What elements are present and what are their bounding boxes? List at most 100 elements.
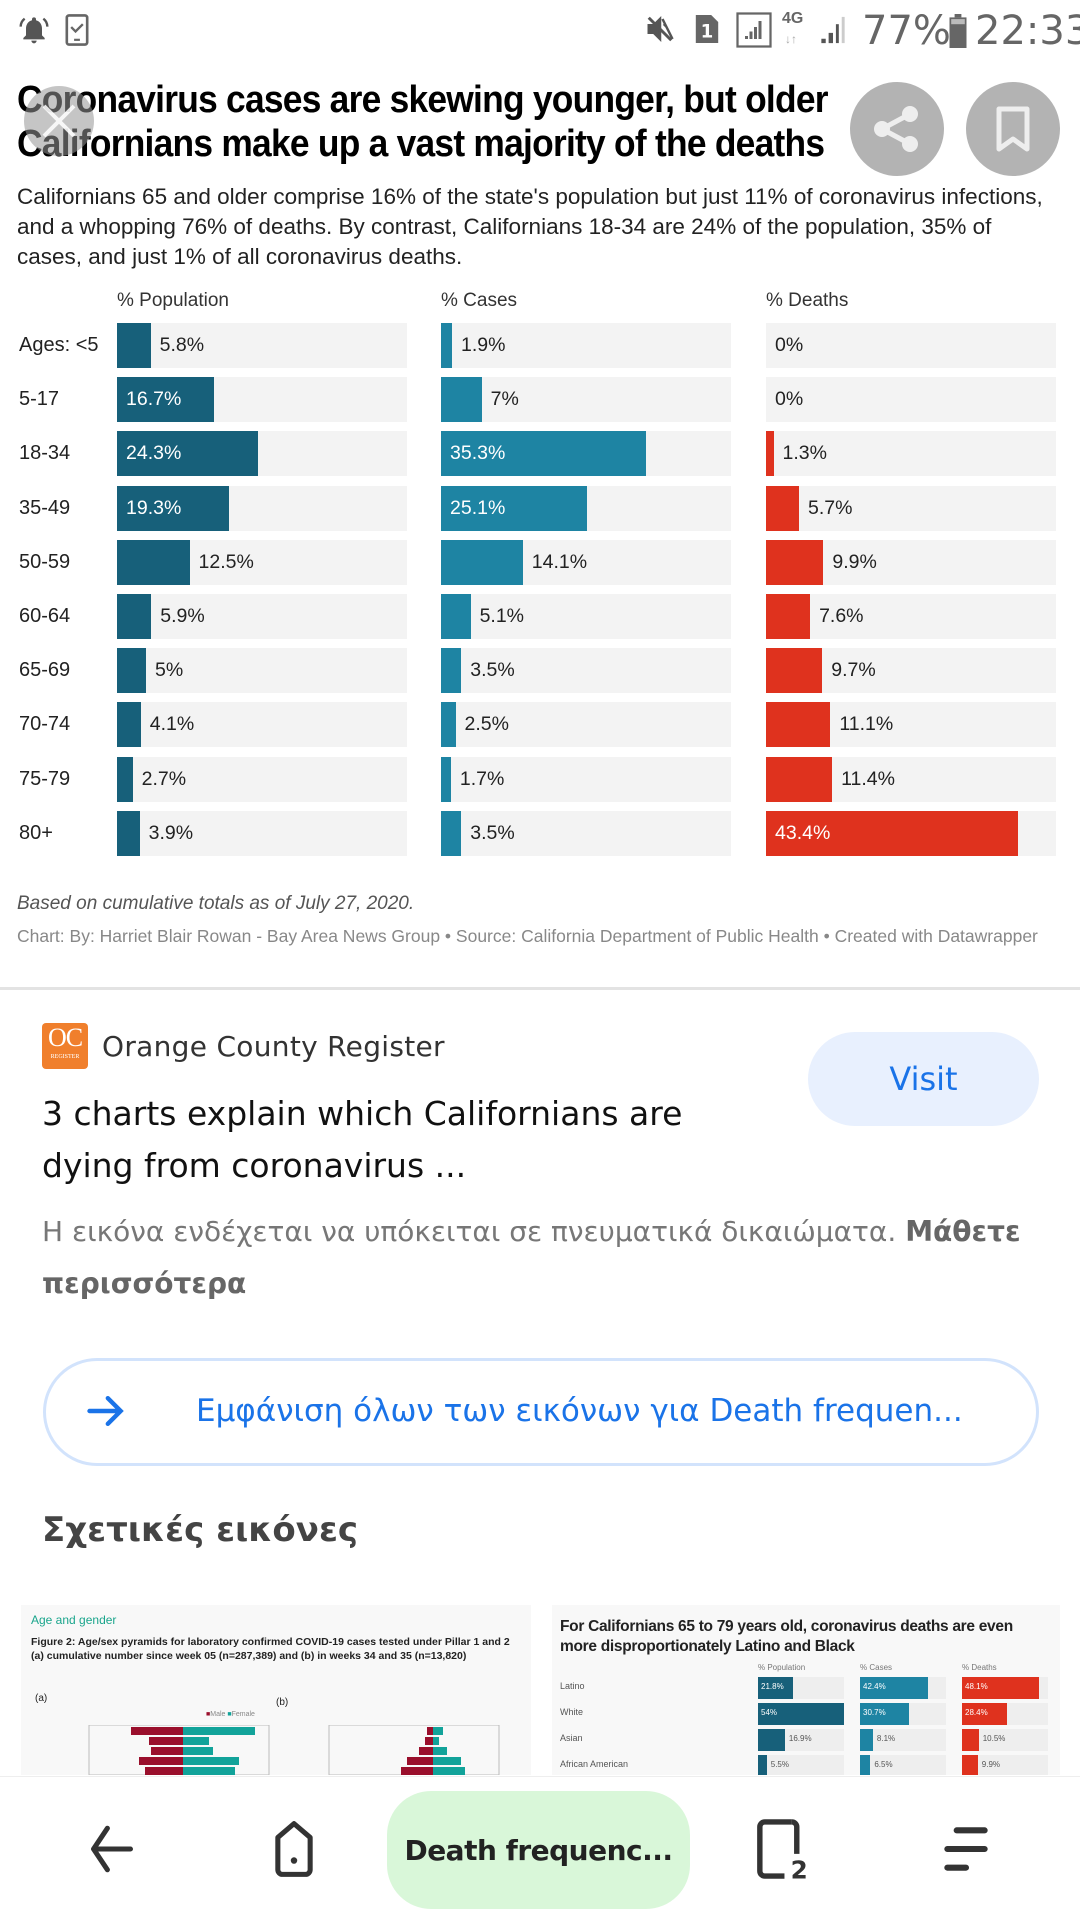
bar-value-label: 7% — [490, 388, 519, 411]
bar-track: 7.6% — [766, 594, 1056, 639]
bar-track: 2.7% — [117, 756, 407, 802]
chart-footnote: Based on cumulative totals as of July 27… — [17, 893, 415, 914]
bar — [441, 377, 482, 423]
bar-value-label: 4.1% — [149, 713, 195, 736]
source-logo: OC REGISTER — [42, 1023, 88, 1069]
row-label: 80+ — [19, 821, 53, 844]
column-header: % Deaths — [766, 290, 849, 311]
bar — [441, 431, 646, 477]
bar-value-label: 5.8% — [159, 334, 205, 356]
bar — [117, 431, 258, 477]
pyramid-bar-female — [183, 1737, 209, 1745]
source-name[interactable]: Orange County Register — [102, 1030, 445, 1063]
bar-value-label: 2.5% — [464, 713, 509, 736]
bar — [766, 756, 833, 802]
bar-track: 3.5% — [441, 648, 731, 694]
close-icon — [42, 104, 76, 138]
bar-value-label: 16.7% — [126, 388, 182, 411]
thumb-bar-track: 42.4% — [860, 1677, 946, 1699]
thumb-bar — [962, 1677, 1039, 1699]
signal-icon — [736, 12, 772, 48]
menu-icon[interactable] — [938, 1823, 994, 1875]
bar-track: 5% — [117, 648, 407, 694]
bar-value-label: 43.4% — [775, 821, 831, 844]
row-label: Ages: <5 — [19, 334, 99, 356]
thumb-bar-track: 8.1% — [860, 1729, 946, 1751]
bar-track: 14.1% — [441, 539, 731, 585]
related-image-age-gender[interactable]: Age and gender Figure 2: Age/sex pyramid… — [21, 1605, 531, 1775]
pyramid-bar-female — [433, 1747, 447, 1755]
column-header: % Population — [117, 290, 229, 311]
row-label: 18-34 — [19, 442, 71, 465]
thumb-bar — [860, 1677, 928, 1699]
bar — [441, 756, 451, 802]
bar — [766, 648, 823, 694]
bar-track: 9.9% — [766, 539, 1056, 585]
pyramid-bar-female — [433, 1757, 461, 1765]
bookmark-button[interactable] — [966, 82, 1060, 176]
bar-value-label: 11.4% — [841, 767, 895, 790]
home-icon[interactable] — [266, 1819, 322, 1879]
thumb-col-header: % Deaths — [962, 1663, 997, 1672]
data-arrows-icon: ↓↑ — [785, 32, 797, 46]
bar-track: 5.8% — [117, 323, 407, 368]
pyramid-bar-female — [433, 1727, 443, 1735]
thumb-bar-value: 48.1% — [965, 1682, 988, 1691]
bar-track: 9.7% — [766, 648, 1056, 694]
bar-track: 5.1% — [441, 594, 731, 639]
legend-male: Male — [210, 1711, 226, 1718]
bar-track: 24.3% — [117, 431, 407, 477]
bar-track: 7% — [441, 377, 731, 423]
thumb-bar-value: 42.4% — [863, 1682, 886, 1691]
tabs-button[interactable]: 2 — [752, 1817, 812, 1885]
bar-track: 1.9% — [441, 323, 731, 368]
bar-value-label: 12.5% — [198, 550, 254, 573]
pyramid-bar-female — [183, 1727, 255, 1735]
search-query-pill[interactable]: Death frequenc... — [387, 1791, 690, 1909]
chart-credit: Chart: By: Harriet Blair Rowan - Bay Are… — [17, 926, 1038, 946]
thumb-bar — [860, 1755, 871, 1775]
bar — [441, 485, 587, 531]
bar — [441, 810, 462, 856]
battery-percent: 77% — [862, 8, 951, 54]
bar-track: 5.9% — [117, 594, 407, 639]
thumb-bar-value: 9.9% — [981, 1760, 1000, 1769]
visit-button[interactable]: Visit — [808, 1032, 1039, 1126]
panel-a-label: (a) — [35, 1693, 48, 1704]
row-label: 5-17 — [19, 388, 60, 411]
back-arrow-icon[interactable] — [84, 1819, 140, 1879]
bar-track: 3.5% — [441, 810, 731, 856]
row-label: 70-74 — [19, 713, 71, 736]
thumb-bar — [860, 1729, 873, 1751]
bar — [766, 702, 831, 748]
related-image-ethnicity[interactable]: For Californians 65 to 79 years old, cor… — [552, 1605, 1060, 1775]
copyright-text: Η εικόνα ενδέχεται να υπόκειται σε πνευμ… — [42, 1215, 897, 1248]
thumb-bar-value: 28.4% — [965, 1708, 988, 1717]
bar-value-label: 25.1% — [450, 496, 506, 519]
legend-female: Female — [231, 1711, 255, 1718]
source-page-title[interactable]: 3 charts explain which Californians are … — [42, 1094, 683, 1185]
svg-text:2: 2 — [791, 1856, 808, 1881]
thumb-bar-value: 30.7% — [863, 1708, 886, 1717]
bar — [766, 594, 811, 639]
thumb-row-label: Asian — [560, 1733, 583, 1743]
pyramid-bar-male — [131, 1727, 183, 1735]
thumb-row-label: White — [560, 1707, 584, 1717]
clock: 22:33 — [975, 8, 1080, 54]
bar-value-label: 2.7% — [141, 767, 187, 790]
bar-value-label: 1.3% — [782, 442, 827, 465]
pyramid-bar-male — [419, 1747, 433, 1755]
sim-card-icon: 1 — [695, 15, 719, 43]
bar-value-label: 1.7% — [459, 767, 505, 790]
show-all-images-button[interactable]: Εμφάνιση όλων των εικόνων για Death freq… — [43, 1358, 1039, 1466]
copyright-notice: Η εικόνα ενδέχεται να υπόκειται σε πνευμ… — [42, 1206, 1042, 1310]
bar — [441, 323, 453, 368]
thumb-bar-value: 54% — [761, 1708, 778, 1717]
share-button[interactable] — [850, 82, 944, 176]
bar-track: 5.7% — [766, 485, 1056, 531]
chart-subtitle: Californians 65 and older comprise 16% o… — [17, 184, 1043, 269]
thumb-bar — [962, 1703, 1008, 1725]
close-button[interactable] — [24, 86, 94, 156]
learn-more-link[interactable]: Μάθετε περισσότερα — [42, 1215, 1021, 1300]
pyramid-bar-male — [145, 1767, 183, 1775]
